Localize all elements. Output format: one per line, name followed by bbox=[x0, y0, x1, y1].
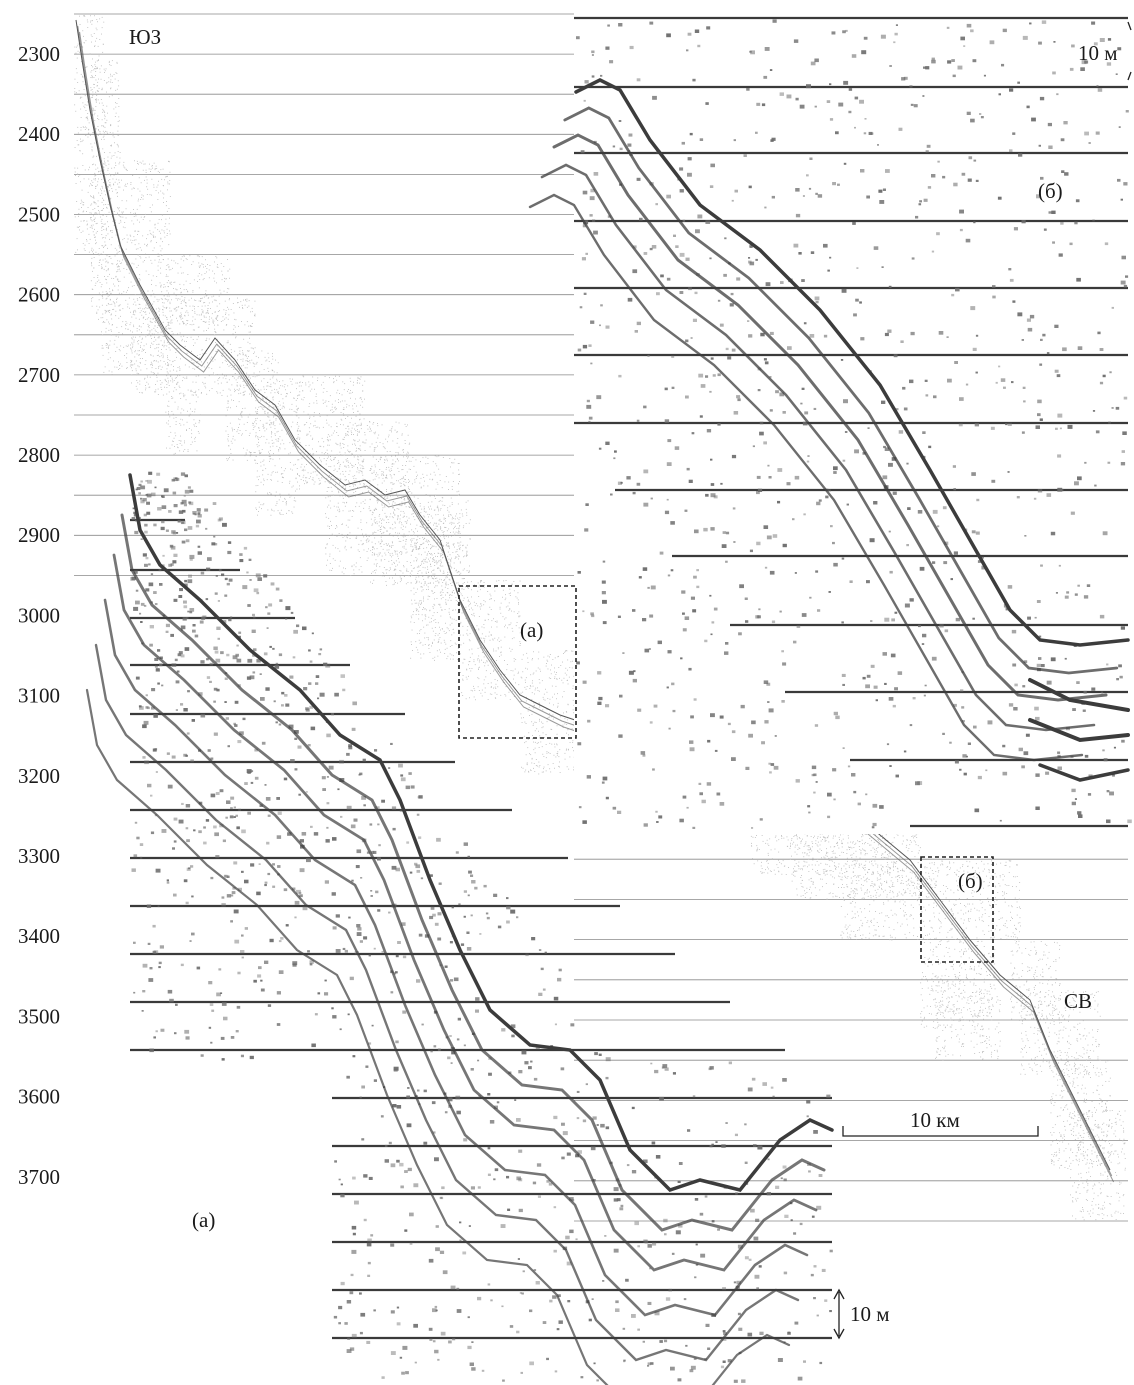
depth-tick-label: 2500 bbox=[18, 202, 60, 226]
inset-a-location-box bbox=[458, 585, 577, 739]
inset-b-gridlines bbox=[574, 16, 1128, 828]
vertical-scale-bottom: 10 м bbox=[833, 1288, 890, 1340]
depth-tick-label: 3000 bbox=[18, 603, 60, 627]
sw-direction-label: ЮЗ bbox=[129, 25, 161, 49]
inset-b-reflectors bbox=[528, 78, 1130, 782]
depth-tick-label: 3300 bbox=[18, 844, 60, 868]
inset-a-scatter bbox=[130, 471, 833, 1383]
inset-b-box-label: (б) bbox=[958, 869, 983, 893]
ne-direction-label: СВ bbox=[1064, 989, 1092, 1013]
vertical-scale-top: 10 м bbox=[1078, 21, 1132, 81]
vertical-scale-bottom-label: 10 м bbox=[850, 1302, 890, 1326]
depth-tick-label: 3600 bbox=[18, 1085, 60, 1109]
inset-a-reflectors bbox=[85, 473, 834, 1385]
inset-a-box-label: (а) bbox=[520, 618, 543, 642]
depth-tick-label: 3400 bbox=[18, 924, 60, 948]
inset-b-panel bbox=[528, 14, 1132, 834]
depth-tick-label: 3500 bbox=[18, 1004, 60, 1028]
depth-tick-label: 3200 bbox=[18, 764, 60, 788]
inset-b-location-box bbox=[920, 856, 994, 963]
horizontal-scale-label: 10 км bbox=[910, 1108, 960, 1132]
depth-tick-label: 3100 bbox=[18, 684, 60, 708]
depth-axis: 2300 2400 2500 2600 2700 2800 2900 3000 3100 3200… bbox=[18, 42, 60, 1189]
depth-tick-label: 3700 bbox=[18, 1165, 60, 1189]
inset-a-gridlines bbox=[130, 518, 832, 1340]
inset-a-panel bbox=[85, 471, 834, 1385]
main-profile-reflectors bbox=[75, 19, 1115, 1183]
horizontal-scale: 10 км bbox=[842, 1108, 1039, 1137]
depth-tick-label: 2900 bbox=[18, 523, 60, 547]
depth-tick-label: 2800 bbox=[18, 443, 60, 467]
depth-tick-label: 2700 bbox=[18, 363, 60, 387]
main-profile-data-blocks bbox=[74, 15, 1126, 1221]
depth-tick-label: 2300 bbox=[18, 42, 60, 66]
depth-tick-label: 2400 bbox=[18, 122, 60, 146]
vertical-scale-top-label: 10 м bbox=[1078, 41, 1118, 65]
inset-a-panel-label: (а) bbox=[192, 1208, 215, 1232]
depth-tick-label: 2600 bbox=[18, 283, 60, 307]
inset-b-panel-label: (б) bbox=[1038, 179, 1063, 203]
